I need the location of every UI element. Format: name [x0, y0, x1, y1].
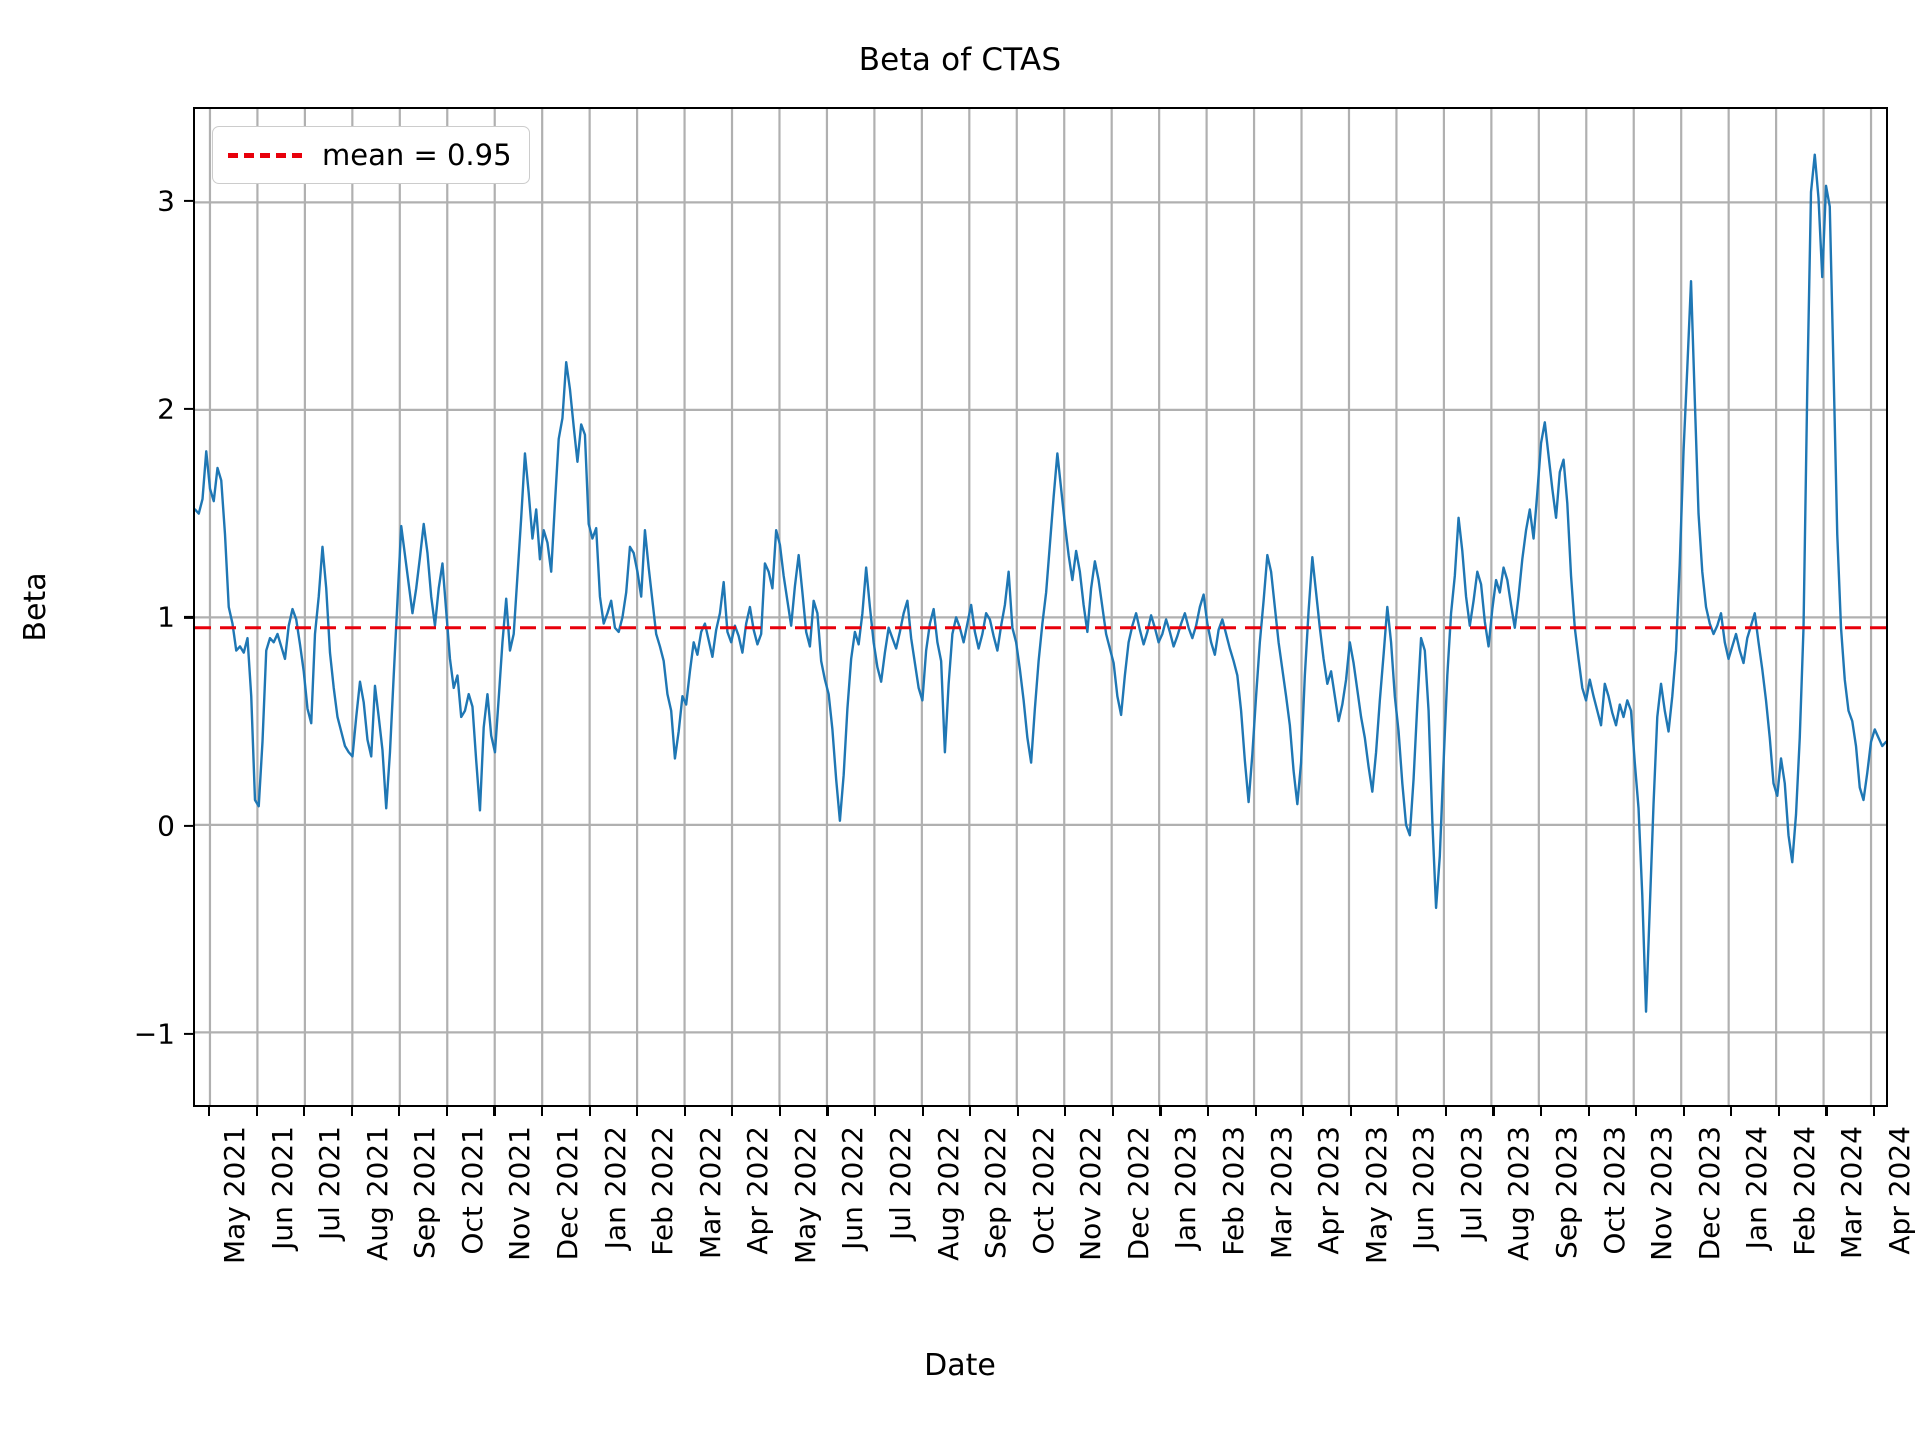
- chart-title: Beta of CTAS: [858, 42, 1062, 78]
- x-tick-mark: [1444, 1107, 1448, 1116]
- y-axis-title: Beta: [18, 572, 53, 642]
- x-tick-mark: [493, 1107, 496, 1116]
- x-tick-mark: [588, 1107, 591, 1116]
- y-tick-label: 1: [157, 600, 175, 634]
- x-tick-label: Sep 2022: [979, 1126, 1013, 1259]
- x-tick-mark: [1016, 1107, 1019, 1116]
- x-tick-mark: [1159, 1107, 1162, 1116]
- x-gridlines: [210, 109, 1871, 1105]
- x-tick-mark: [1682, 1107, 1685, 1116]
- x-tick-label: May 2021: [218, 1126, 251, 1265]
- x-tick-mark: [255, 1107, 258, 1116]
- x-tick-mark: [1777, 1107, 1781, 1116]
- x-tick-label: May 2022: [788, 1126, 822, 1265]
- y-tick-label: 0: [157, 809, 175, 843]
- y-tick-label: 2: [157, 392, 175, 426]
- x-tick-mark: [731, 1107, 734, 1116]
- x-tick-label: Oct 2022: [1026, 1126, 1060, 1255]
- x-tick-mark: [826, 1107, 829, 1116]
- x-tick-label: Dec 2023: [1692, 1126, 1726, 1261]
- x-tick-label: Aug 2021: [360, 1126, 394, 1261]
- x-tick-label: Dec 2022: [1121, 1126, 1155, 1261]
- x-tick-mark: [1825, 1107, 1828, 1116]
- x-tick-mark: [1064, 1107, 1067, 1116]
- x-tick-label: Aug 2023: [1502, 1126, 1536, 1261]
- x-tick-label: Jun 2022: [836, 1126, 870, 1250]
- x-tick-label: Jul 2022: [884, 1126, 917, 1240]
- x-tick-label: Apr 2023: [1312, 1126, 1346, 1255]
- x-tick-label: Nov 2023: [1645, 1126, 1679, 1261]
- x-tick-label: Nov 2021: [503, 1126, 537, 1261]
- x-tick-label: Feb 2022: [646, 1126, 680, 1256]
- legend-box: mean = 0.95: [212, 126, 530, 184]
- x-tick-label: Jan 2023: [1169, 1126, 1203, 1250]
- x-tick-mark: [1587, 1107, 1590, 1116]
- x-tick-label: May 2023: [1359, 1126, 1393, 1265]
- x-tick-mark: [303, 1107, 306, 1116]
- x-tick-mark: [1397, 1107, 1400, 1116]
- x-tick-label: Jul 2021: [313, 1126, 347, 1240]
- x-tick-mark: [1207, 1107, 1210, 1116]
- y-tick-label: −1: [133, 1017, 175, 1051]
- x-tick-label: Sep 2023: [1550, 1126, 1583, 1259]
- y-tick-mark: [184, 824, 193, 827]
- x-axis-title: Date: [924, 1348, 996, 1383]
- x-tick-label: Jun 2023: [1407, 1126, 1441, 1250]
- y-tick-mark: [184, 1032, 193, 1036]
- x-tick-label: Apr 2024: [1883, 1126, 1916, 1255]
- x-tick-label: Sep 2021: [408, 1126, 442, 1259]
- x-tick-mark: [1635, 1107, 1638, 1116]
- x-tick-mark: [445, 1107, 449, 1116]
- x-tick-label: Jan 2024: [1740, 1126, 1774, 1250]
- x-tick-mark: [778, 1107, 782, 1116]
- x-tick-label: Mar 2024: [1835, 1126, 1869, 1259]
- x-tick-mark: [683, 1107, 686, 1116]
- x-tick-mark: [350, 1107, 353, 1116]
- plot-axes: [193, 107, 1888, 1107]
- x-tick-label: Oct 2021: [455, 1126, 489, 1255]
- x-tick-mark: [921, 1107, 924, 1116]
- y-tick-mark: [184, 407, 193, 411]
- x-tick-mark: [1349, 1107, 1352, 1116]
- x-tick-mark: [1730, 1107, 1733, 1116]
- x-tick-label: Mar 2022: [693, 1126, 727, 1259]
- plot-svg: [195, 109, 1886, 1105]
- x-tick-label: Jan 2022: [598, 1126, 632, 1250]
- x-tick-label: Feb 2024: [1787, 1126, 1821, 1256]
- x-tick-label: Feb 2023: [1217, 1126, 1250, 1256]
- x-tick-mark: [1254, 1107, 1257, 1116]
- x-tick-label: Dec 2021: [551, 1126, 584, 1261]
- y-tick-label: 3: [157, 184, 175, 218]
- x-tick-mark: [208, 1107, 211, 1116]
- y-tick-mark: [184, 616, 193, 619]
- x-tick-label: Oct 2023: [1597, 1126, 1631, 1255]
- x-tick-mark: [541, 1107, 544, 1116]
- x-tick-mark: [1873, 1107, 1876, 1116]
- x-tick-mark: [1302, 1107, 1305, 1116]
- x-tick-mark: [874, 1107, 877, 1116]
- x-tick-label: Nov 2022: [1074, 1126, 1108, 1261]
- x-tick-mark: [1540, 1107, 1543, 1116]
- beta-series-line: [195, 155, 1886, 1012]
- x-tick-mark: [1111, 1107, 1115, 1116]
- x-tick-mark: [398, 1107, 401, 1116]
- x-tick-label: Aug 2022: [931, 1126, 965, 1261]
- y-gridlines: [195, 202, 1886, 1032]
- legend-label: mean = 0.95: [322, 138, 512, 172]
- x-tick-mark: [969, 1107, 972, 1116]
- x-tick-label: Jun 2021: [265, 1126, 299, 1250]
- x-tick-label: Apr 2022: [741, 1126, 775, 1255]
- x-tick-mark: [636, 1107, 639, 1116]
- x-tick-label: Mar 2023: [1264, 1126, 1298, 1259]
- y-tick-mark: [184, 199, 193, 202]
- x-tick-label: Jul 2023: [1454, 1126, 1488, 1240]
- x-tick-mark: [1492, 1107, 1495, 1116]
- legend-dashed-line-swatch: [228, 152, 302, 158]
